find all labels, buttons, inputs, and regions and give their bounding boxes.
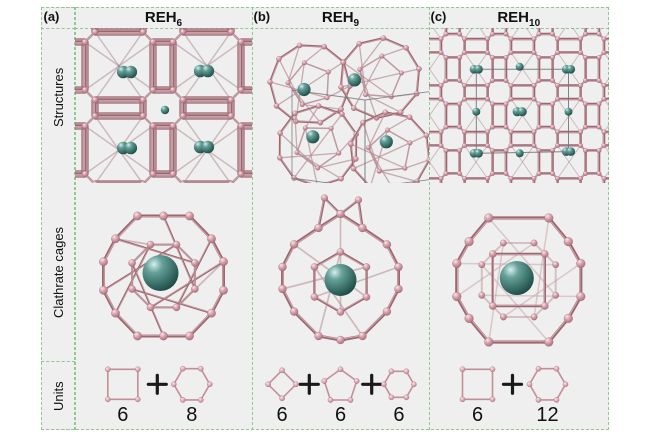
svg-text:6: 6 (335, 404, 346, 426)
svg-text:6: 6 (117, 404, 128, 426)
svg-text:6: 6 (277, 404, 288, 426)
svg-text:6: 6 (393, 404, 404, 426)
svg-text:6: 6 (472, 404, 483, 426)
svg-text:8: 8 (186, 404, 197, 426)
svg-text:12: 12 (536, 404, 558, 426)
